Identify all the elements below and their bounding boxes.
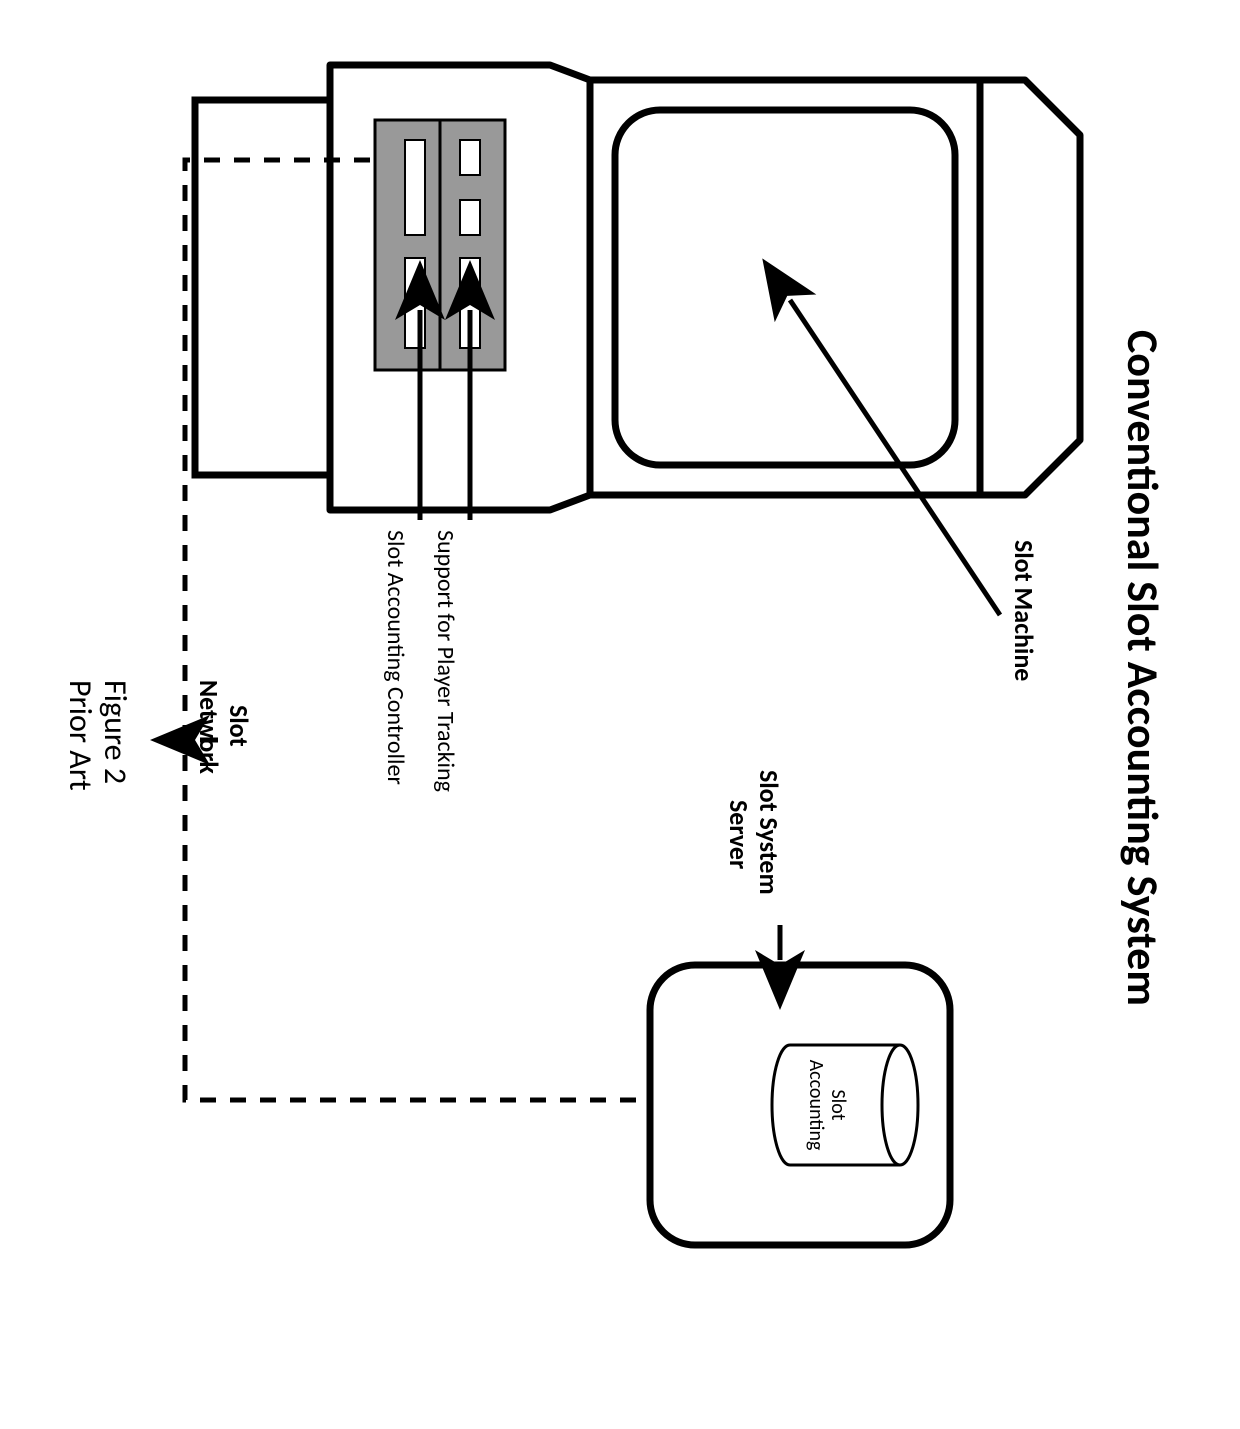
label-slot-system: Slot System <box>753 770 785 895</box>
diagram-title: Conventional Slot Accounting System <box>1116 330 1170 1006</box>
label-accounting-controller: Slot Accounting Controller <box>381 530 410 785</box>
diagram-container: SlotAccounting Conventional Slot Account… <box>0 0 1240 1429</box>
svg-text:Slot: Slot <box>826 1089 850 1120</box>
svg-text:Accounting: Accounting <box>804 1060 828 1151</box>
diagram-svg: SlotAccounting <box>0 0 1240 1429</box>
label-server: Server <box>723 800 755 869</box>
label-slot-machine: Slot Machine <box>1008 540 1040 681</box>
label-network: Network <box>193 680 225 774</box>
label-slot: Slot <box>223 705 255 747</box>
label-figure: Figure 2 <box>96 680 135 784</box>
label-prior-art: Prior Art <box>61 680 100 791</box>
label-player-tracking: Support for Player Tracking <box>431 530 460 792</box>
